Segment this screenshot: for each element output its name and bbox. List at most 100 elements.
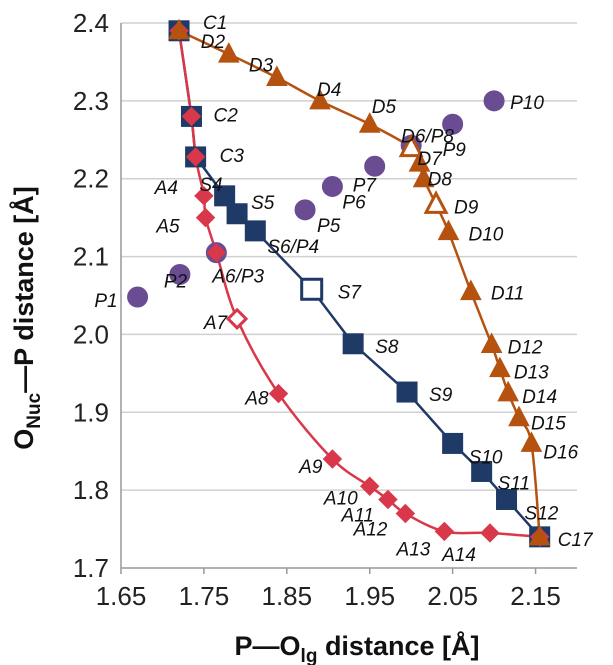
point-A <box>268 383 289 404</box>
point-label: A6/P3 <box>211 267 264 288</box>
point-label: D14 <box>522 387 557 408</box>
point-P <box>483 90 505 112</box>
point-S <box>244 220 266 242</box>
point-D <box>437 219 460 241</box>
point-A <box>225 307 249 330</box>
point-S <box>496 488 518 510</box>
point-label: D3 <box>249 56 274 77</box>
point-A <box>206 242 227 263</box>
point-A <box>181 106 202 127</box>
y-tick-label: 1.8 <box>73 475 109 505</box>
y-tick-label: 2.4 <box>73 8 109 38</box>
point-S <box>442 432 464 454</box>
point-label: C17 <box>558 530 594 551</box>
point-label: D7 <box>417 149 443 170</box>
point-label: S12 <box>525 503 559 524</box>
point-label: A10 <box>323 488 358 509</box>
point-label: A13 <box>396 539 431 560</box>
y-axis-label: ONuc—P distance [Å] <box>8 186 45 449</box>
point-label: D6/P8 <box>401 127 454 148</box>
point-label: S7 <box>338 282 363 303</box>
point-label: S8 <box>375 337 399 358</box>
x-tick-label: 2.05 <box>427 581 478 611</box>
point-label: P7 <box>353 175 378 196</box>
x-axis-label: P—Olg distance [Å] <box>235 630 480 665</box>
point-D <box>508 405 530 427</box>
axes <box>120 23 577 574</box>
point-D <box>266 65 288 86</box>
point-A <box>480 523 500 543</box>
point-S <box>471 460 493 482</box>
point-label: C2 <box>213 105 238 126</box>
point-label: P6 <box>342 193 366 214</box>
y-tick-label: 1.9 <box>73 397 109 427</box>
point-label: P5 <box>317 216 341 237</box>
point-P <box>127 286 149 308</box>
point-A <box>395 503 416 524</box>
point-label: A5 <box>155 217 180 238</box>
x-tick-label: 1.95 <box>344 581 395 611</box>
point-D <box>423 190 449 214</box>
point-label: S5 <box>251 193 275 214</box>
point-P <box>442 113 464 135</box>
point-D <box>217 42 240 63</box>
point-label: A11 <box>341 505 374 526</box>
point-P <box>169 263 191 285</box>
point-label: D10 <box>468 225 503 246</box>
point-A <box>360 476 380 496</box>
point-label: D13 <box>514 363 549 384</box>
point-label: D15 <box>531 414 566 435</box>
point-label: S9 <box>429 385 453 406</box>
y-tick-label: 1.7 <box>73 553 109 583</box>
point-D <box>520 431 543 452</box>
point-D <box>408 151 431 172</box>
point-P <box>321 176 343 197</box>
point-A <box>322 449 343 469</box>
point-label: S10 <box>469 447 503 468</box>
point-label: P9 <box>443 140 467 161</box>
point-label: D5 <box>372 97 397 118</box>
point-P <box>364 155 386 177</box>
point-labels: C1 C2 C3 S4 S5 S6/P4 S7 S8 S9 S10 S11 S12 C17 A4 A5 A6/… <box>94 13 594 566</box>
point-D <box>489 356 511 378</box>
point-label: A12 <box>353 520 388 541</box>
point-label: S6/P4 <box>267 237 319 258</box>
point-D <box>309 88 331 110</box>
point-A <box>185 147 206 167</box>
point-label: A4 <box>154 178 178 199</box>
point-label: A9 <box>298 457 323 478</box>
point-label: A7 <box>203 313 229 334</box>
point-A <box>195 207 216 228</box>
point-D <box>460 279 482 301</box>
point-label: P1 <box>94 291 117 312</box>
y-tick-label: 2.2 <box>73 164 109 194</box>
x-tick-label: 2.15 <box>510 581 561 611</box>
point-label: D11 <box>491 284 524 305</box>
tick-labels: 1.7 1.8 1.9 2.0 2.1 2.2 2.3 2.4 1.65 1.75 1.85 1.95… <box>73 8 561 611</box>
point-label: D9 <box>454 197 479 218</box>
point-S <box>300 277 324 301</box>
point-D <box>480 332 503 354</box>
x-tick-label: 1.85 <box>262 581 313 611</box>
x-tick-label: 1.75 <box>179 581 230 611</box>
point-S <box>396 381 418 403</box>
point-D <box>358 112 381 133</box>
data-markers <box>127 18 551 548</box>
point-D <box>412 166 435 188</box>
point-A <box>434 521 455 542</box>
point-label: S4 <box>199 175 222 196</box>
point-S <box>214 185 236 207</box>
x-tick-label: 1.65 <box>96 581 147 611</box>
point-label: A8 <box>244 389 269 410</box>
point-P <box>294 199 316 221</box>
point-label: D2 <box>201 32 226 53</box>
point-label: P2 <box>164 271 188 292</box>
point-label: C1 <box>203 13 227 34</box>
point-D <box>528 524 551 546</box>
point-label: D16 <box>543 442 578 463</box>
point-label: D12 <box>508 338 543 359</box>
y-tick-label: 2.3 <box>73 86 109 116</box>
point-D <box>497 380 520 402</box>
y-tick-label: 2.0 <box>73 319 109 349</box>
